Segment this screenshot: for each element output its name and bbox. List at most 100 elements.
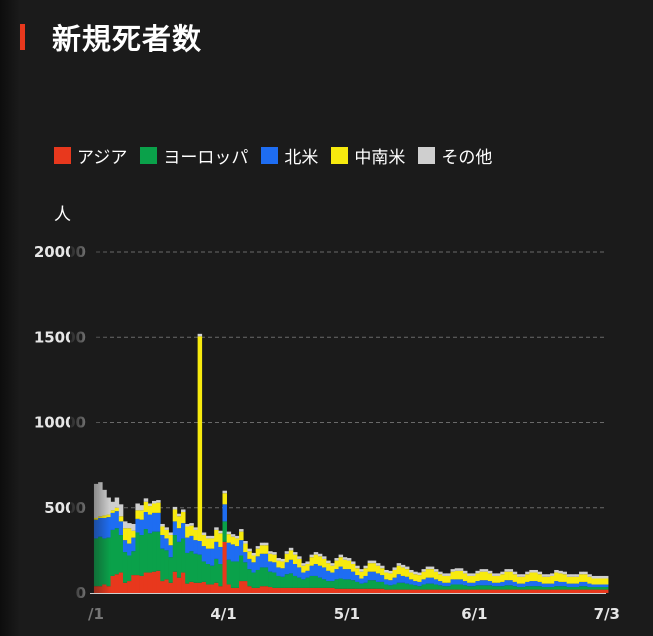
bar-3-113 [562, 574, 567, 582]
bar-3-94 [483, 571, 489, 581]
bar-2-35 [239, 540, 244, 556]
bar-1-85 [446, 586, 451, 590]
bar-1-18 [168, 557, 174, 583]
bar-3-34 [234, 538, 240, 547]
bar-1-112 [558, 586, 563, 590]
bar-1-63 [355, 581, 360, 589]
bar-2-25 [197, 541, 203, 555]
bar-1-30 [218, 564, 223, 587]
bar-4-63 [355, 565, 360, 569]
bar-0-84 [442, 589, 447, 593]
bar-2-46 [284, 562, 290, 575]
bar-1-81 [429, 583, 435, 590]
bar-3-76 [409, 572, 414, 580]
bar-3-19 [172, 509, 178, 522]
bar-2-28 [210, 548, 215, 566]
bar-2-120 [591, 584, 596, 588]
bar-2-50 [301, 572, 306, 580]
bar-0-69 [380, 588, 385, 593]
bar-3-5 [114, 507, 120, 512]
bar-0-58 [334, 588, 339, 593]
bar-4-62 [351, 561, 356, 565]
bar-2-15 [156, 512, 161, 532]
bar-1-119 [587, 587, 592, 590]
bar-4-75 [404, 566, 410, 570]
bar-1-108 [541, 587, 547, 590]
bar-1-71 [388, 585, 393, 590]
bar-3-85 [446, 575, 451, 583]
bar-2-34 [234, 546, 240, 562]
bar-2-121 [595, 584, 601, 588]
bar-1-4 [110, 529, 116, 576]
legend-label-europe: ヨーロッパ [163, 148, 249, 168]
bar-1-106 [533, 586, 538, 590]
bar-0-40 [259, 586, 265, 593]
bar-1-33 [230, 561, 236, 588]
bar-1-118 [583, 586, 588, 590]
bar-0-80 [425, 589, 431, 593]
bar-4-60 [342, 557, 348, 560]
bar-1-22 [185, 552, 190, 584]
bar-3-53 [313, 554, 319, 565]
bar-3-82 [433, 571, 439, 580]
bar-3-36 [243, 543, 248, 553]
bar-1-24 [193, 553, 198, 583]
bar-3-9 [131, 530, 136, 538]
bar-3-115 [570, 576, 576, 584]
bar-2-64 [359, 578, 364, 584]
bar-2-29 [214, 541, 219, 559]
bar-1-67 [371, 580, 377, 589]
bar-0-85 [446, 589, 451, 593]
bar-0-92 [475, 589, 480, 593]
bar-3-32 [226, 534, 232, 543]
bar-1-74 [400, 582, 406, 590]
bar-3-47 [288, 550, 294, 560]
bar-2-109 [545, 583, 551, 588]
bar-3-14 [152, 503, 157, 513]
bar-3-108 [541, 576, 547, 584]
x-tick-0: /1 [88, 605, 104, 623]
bar-2-80 [425, 577, 431, 584]
bar-2-6 [118, 521, 124, 536]
bar-1-109 [545, 587, 551, 590]
bar-0-107 [537, 589, 543, 593]
bar-4-88 [458, 568, 464, 571]
x-tick-2: 5/1 [334, 605, 360, 623]
bar-3-54 [317, 556, 323, 566]
bar-2-66 [367, 571, 373, 581]
bar-2-67 [371, 571, 377, 581]
bar-2-12 [143, 512, 149, 530]
bar-3-28 [210, 538, 215, 549]
bar-3-41 [263, 545, 269, 554]
bar-0-115 [570, 589, 576, 593]
bar-4-73 [396, 563, 402, 566]
bar-2-21 [181, 523, 186, 539]
bar-2-70 [384, 579, 389, 585]
bar-4-8 [127, 523, 132, 529]
bar-3-43 [272, 554, 277, 563]
bar-4-107 [537, 571, 543, 575]
bar-1-9 [131, 551, 136, 576]
bar-2-71 [388, 580, 393, 586]
bar-3-92 [475, 573, 480, 582]
bar-2-117 [579, 581, 584, 587]
bar-0-35 [239, 581, 244, 593]
bar-1-76 [409, 584, 414, 590]
bar-4-39 [255, 546, 261, 549]
bar-2-85 [446, 582, 451, 587]
bar-4-86 [450, 569, 456, 572]
bar-1-79 [421, 584, 426, 590]
bar-2-100 [508, 580, 514, 586]
bar-1-38 [251, 572, 256, 588]
bar-2-30 [218, 546, 223, 565]
bar-3-75 [404, 569, 410, 577]
bar-4-68 [375, 563, 381, 566]
bar-1-95 [487, 585, 493, 590]
bar-2-77 [413, 581, 418, 586]
bar-3-79 [421, 571, 426, 580]
bar-3-7 [122, 528, 128, 541]
bar-1-58 [334, 579, 339, 589]
bar-2-90 [467, 582, 472, 587]
bar-3-45 [280, 561, 286, 569]
bar-4-65 [363, 565, 368, 569]
